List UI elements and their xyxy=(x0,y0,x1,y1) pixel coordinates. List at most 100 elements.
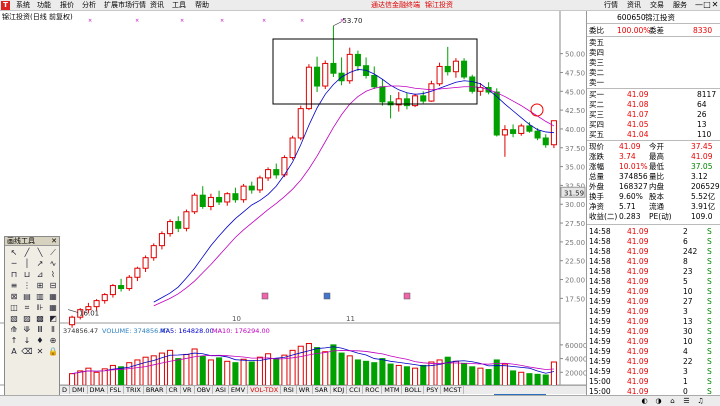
status-icon[interactable]: ♫ xyxy=(697,397,704,405)
draw-tool-icon[interactable]: ◩ xyxy=(49,314,57,323)
tick-row[interactable]: 14:58 41.09 242 S xyxy=(587,247,720,256)
menu-item-system[interactable]: 系统 xyxy=(16,1,30,9)
draw-tool-icon[interactable]: A xyxy=(11,347,17,356)
draw-tool-icon[interactable]: ▦ xyxy=(49,303,57,312)
indicator-tab[interactable]: DMI xyxy=(70,386,88,394)
draw-tool-icon[interactable]: ⌗ xyxy=(24,303,30,312)
tick-row[interactable]: 15:00 41.09 1 S xyxy=(587,377,720,386)
indicator-tab[interactable]: KDJ xyxy=(331,386,348,394)
draw-tool-icon[interactable]: ⟰ xyxy=(10,325,18,334)
menu-item-analysis[interactable]: 分析 xyxy=(82,1,96,9)
draw-tool-icon[interactable]: ⟱ xyxy=(23,325,31,334)
draw-tool-icon[interactable]: ✕ xyxy=(36,347,44,356)
draw-tool-icon[interactable]: ▩ xyxy=(36,314,44,323)
indicator-tab[interactable]: PSY xyxy=(424,386,442,394)
tick-row[interactable]: 14:59 41.09 10 S xyxy=(587,287,720,296)
ask-row[interactable]: 卖三 xyxy=(587,58,720,67)
menu-item-function[interactable]: 功能 xyxy=(37,1,51,9)
draw-tool-icon[interactable]: ⊟ xyxy=(49,281,57,290)
indicator-tab[interactable]: ASI xyxy=(213,386,229,394)
ask-row[interactable]: 卖一 xyxy=(587,78,720,87)
indicator-tab[interactable]: MCST xyxy=(441,386,465,394)
tick-row[interactable]: 14:59 41.09 13 S xyxy=(587,317,720,326)
tab-service[interactable]: 服务 xyxy=(673,1,687,9)
indicator-tab[interactable]: ROC xyxy=(363,386,383,394)
bid-row[interactable]: 买三 41.07 26 xyxy=(587,110,720,119)
tab-quotes[interactable]: 行情 xyxy=(604,1,618,9)
menu-item-tools[interactable]: 工具 xyxy=(172,1,186,9)
tick-row[interactable]: 14:59 41.09 3 S xyxy=(587,307,720,316)
maximize-icon[interactable]: □ xyxy=(703,0,711,9)
kline-chart[interactable]: 50.00 47.50 45.00 42.50 40.00 37.50 35.00 32.50… xyxy=(0,11,586,395)
draw-tool-icon[interactable]: ⊕ xyxy=(49,336,57,345)
draw-tool-icon[interactable]: ╱ xyxy=(24,248,30,257)
draw-tool-icon[interactable]: ▦ xyxy=(49,292,57,301)
indicator-tab[interactable]: CCI xyxy=(347,386,364,394)
stat-row[interactable]: 现价 41.09 今开 37.45 xyxy=(587,142,720,151)
close-icon[interactable]: ✕ xyxy=(51,237,57,245)
indicator-tab[interactable]: EMV xyxy=(229,386,249,394)
draw-tool-icon[interactable]: ⊞ xyxy=(36,281,44,290)
bid-row[interactable]: 买五 41.04 110 xyxy=(587,130,720,139)
draw-tool-icon[interactable]: ∿ xyxy=(49,259,57,268)
menu-item-ext-market[interactable]: 扩展市场行情 xyxy=(104,1,146,9)
indicator-tab[interactable]: VR xyxy=(181,386,195,394)
indicator-tab[interactable]: VOL-TDX xyxy=(248,386,282,394)
minimize-icon[interactable]: — xyxy=(695,0,703,9)
draw-tool-icon[interactable]: ◫ xyxy=(10,303,18,312)
draw-tool-icon[interactable]: ♦ xyxy=(36,336,44,345)
indicator-tab[interactable]: FSL xyxy=(108,386,124,394)
draw-tool-icon[interactable]: ⊔ xyxy=(23,270,31,279)
draw-tool-icon[interactable]: ≡ xyxy=(10,281,18,290)
ask-row[interactable]: 卖二 xyxy=(587,68,720,77)
draw-tool-icon[interactable]: Ⅲ xyxy=(37,325,43,334)
status-icon[interactable]: ⌂ xyxy=(670,397,675,405)
indicator-tab[interactable]: OBV xyxy=(195,386,214,394)
stat-row[interactable]: 换手 9.60% 股本 5.52亿 xyxy=(587,192,720,201)
draw-tool-icon[interactable]: ⌇ xyxy=(51,270,55,279)
draw-tool-icon[interactable]: ⌫ xyxy=(21,347,33,356)
bid-row[interactable]: 买一 41.09 8117 xyxy=(587,90,720,99)
indicator-tab[interactable]: RSI xyxy=(281,386,297,394)
indicator-tab[interactable]: BOLL xyxy=(402,386,425,394)
bid-row[interactable]: 买二 41.08 64 xyxy=(587,100,720,109)
menu-item-news[interactable]: 资讯 xyxy=(150,1,164,9)
indicator-tab[interactable]: TRIX xyxy=(124,386,144,394)
order-ratio-row[interactable]: 委比 100.00% 委差 8330 xyxy=(587,26,720,35)
tab-news[interactable]: 资讯 xyxy=(627,1,641,9)
tick-row[interactable]: 14:58 41.09 8 S xyxy=(587,257,720,266)
indicator-tab[interactable]: MTM xyxy=(382,386,403,394)
indicator-tab[interactable]: D xyxy=(60,386,71,394)
draw-tool-icon[interactable]: ⊿ xyxy=(36,270,44,279)
draw-tool-icon[interactable]: ⊪ xyxy=(36,303,44,312)
indicator-tab[interactable]: SAR xyxy=(313,386,331,394)
stock-header[interactable]: 600650 锦江投资 xyxy=(587,13,720,22)
tick-row[interactable]: 14:58 41.09 5 S xyxy=(587,277,720,286)
status-icon[interactable]: ◐ xyxy=(641,397,648,405)
draw-tool-icon[interactable]: ▨ xyxy=(23,314,31,323)
draw-tool-icon[interactable]: ↖ xyxy=(10,248,18,257)
draw-tool-icon[interactable]: ╲ xyxy=(37,248,43,257)
stat-row[interactable]: 涨幅 10.01% 最低 37.05 xyxy=(587,162,720,171)
tick-row[interactable]: 14:58 41.09 23 S xyxy=(587,267,720,276)
indicator-tab[interactable]: CR xyxy=(167,386,181,394)
draw-tools-panel[interactable]: 画线工具 ✕ ↖ ╱ ╲ ⟋ ─ │ ↗ ∿ ⊓ ⊔ ⊿ ⌇ ≡ ⋮ ⊞ ⊟ ⊠ ▤ ▥ ▦ ◫ ⌗ ⊪ ▦ ▧ ▨ ▩ ◩ ⟰ ⟱ Ⅲ Ⅱ ↑ ↓… xyxy=(4,236,60,396)
draw-tool-icon[interactable]: ⋮ xyxy=(23,281,31,290)
app-logo-icon[interactable]: T xyxy=(1,1,10,10)
draw-tool-icon[interactable]: ↑ xyxy=(10,336,18,345)
tick-row[interactable]: 14:59 41.09 4 S xyxy=(587,347,720,356)
draw-tool-icon[interactable]: ⟋ xyxy=(50,248,56,257)
menu-item-help[interactable]: 帮助 xyxy=(195,1,209,9)
indicator-tab[interactable]: BRAR xyxy=(144,386,167,394)
bid-row[interactable]: 买四 41.05 13 xyxy=(587,120,720,129)
draw-tool-icon[interactable]: ⊠ xyxy=(10,292,18,301)
stat-row[interactable]: 净资 5.71 流通 3.91亿 xyxy=(587,202,720,211)
draw-tool-icon[interactable]: ↓ xyxy=(23,336,31,345)
tick-row[interactable]: 14:59 41.09 30 S xyxy=(587,327,720,336)
draw-tool-icon[interactable]: ⊓ xyxy=(10,270,18,279)
tick-row[interactable]: 14:58 41.09 2 S xyxy=(587,227,720,236)
tick-row[interactable]: 14:59 41.09 10 S xyxy=(587,337,720,346)
tick-row[interactable]: 14:59 41.09 3 S xyxy=(587,367,720,376)
stat-row[interactable]: 涨跌 3.74 最高 41.09 xyxy=(587,152,720,161)
tab-trade[interactable]: 交易 xyxy=(650,1,664,9)
